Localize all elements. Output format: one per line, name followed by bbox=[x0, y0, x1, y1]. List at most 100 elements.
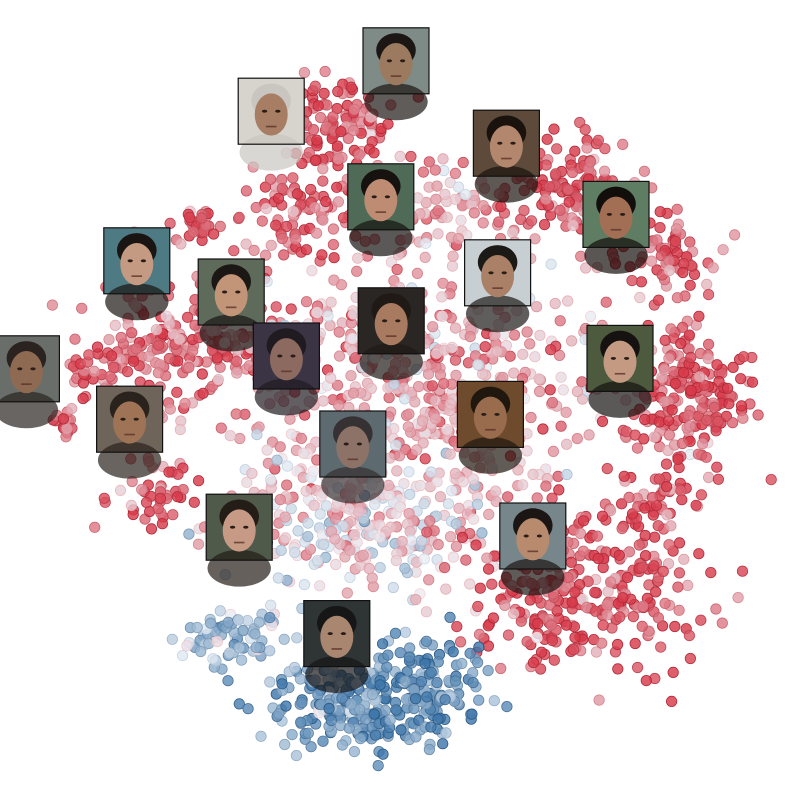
scatter-point bbox=[538, 219, 551, 231]
face-thumbnail-face-13[interactable] bbox=[456, 380, 524, 474]
scatter-point bbox=[444, 531, 457, 543]
face-thumbnail-face-18[interactable] bbox=[303, 599, 371, 694]
scatter-point bbox=[410, 593, 422, 606]
mouth-shape bbox=[331, 648, 343, 650]
scatter-point bbox=[399, 626, 411, 638]
scatter-point bbox=[440, 727, 452, 739]
scatter-point bbox=[276, 232, 288, 245]
scatter-point bbox=[183, 361, 195, 374]
scatter-point bbox=[163, 352, 175, 365]
scatter-point bbox=[430, 193, 442, 205]
scatter-point bbox=[152, 503, 164, 515]
face-thumbnail-face-17[interactable] bbox=[499, 502, 567, 596]
scatter-point bbox=[584, 310, 597, 322]
scatter-point bbox=[295, 716, 307, 728]
scatter-point bbox=[504, 350, 516, 362]
face-thumbnail-face-7[interactable] bbox=[464, 239, 532, 333]
face-thumbnail-face-6[interactable] bbox=[103, 227, 171, 321]
scatter-point bbox=[330, 558, 342, 571]
scatter-point bbox=[412, 380, 425, 393]
scatter-point bbox=[437, 277, 449, 289]
scatter-point bbox=[464, 578, 476, 590]
scatter-point bbox=[637, 600, 649, 612]
face-thumbnail-face-2[interactable] bbox=[237, 77, 305, 171]
scatter-point bbox=[314, 112, 327, 124]
face-thumbnail-face-5[interactable] bbox=[582, 180, 650, 274]
thumbnail-frame bbox=[472, 109, 540, 177]
scatter-point bbox=[735, 373, 747, 385]
scatter-point bbox=[602, 585, 614, 598]
scatter-point bbox=[387, 581, 399, 594]
scatter-point bbox=[307, 465, 319, 477]
scatter-point bbox=[540, 193, 552, 205]
face-thumbnail-face-15[interactable] bbox=[319, 410, 387, 504]
scatter-point bbox=[98, 492, 110, 504]
scatter-point bbox=[289, 546, 301, 559]
shoulders-shape bbox=[584, 236, 648, 274]
scatter-point bbox=[311, 306, 323, 319]
scatter-point bbox=[270, 301, 282, 313]
scatter-point bbox=[449, 675, 462, 687]
scatter-point bbox=[571, 432, 583, 445]
scatter-point bbox=[424, 515, 436, 527]
scatter-point bbox=[555, 420, 567, 432]
scatter-point bbox=[425, 466, 437, 478]
face-thumbnail-face-3[interactable] bbox=[472, 109, 540, 203]
scatter-point bbox=[237, 624, 249, 637]
scatter-point bbox=[442, 498, 454, 510]
scatter-point bbox=[685, 351, 697, 363]
face-thumbnail-face-11[interactable] bbox=[586, 324, 654, 418]
face-thumbnail-face-16[interactable] bbox=[205, 493, 273, 587]
face-thumbnail-face-14[interactable] bbox=[95, 385, 164, 479]
scatter-point bbox=[276, 182, 288, 195]
scatter-point bbox=[345, 370, 357, 382]
scatter-point bbox=[618, 470, 630, 482]
scatter-point bbox=[481, 552, 493, 564]
scatter-point bbox=[376, 638, 389, 650]
face-shape bbox=[473, 396, 507, 439]
scatter-point bbox=[418, 553, 430, 565]
scatter-point bbox=[555, 371, 567, 383]
face-thumbnail-face-12[interactable] bbox=[0, 335, 61, 429]
scatter-point bbox=[303, 147, 315, 159]
face-thumbnail-face-9[interactable] bbox=[357, 287, 425, 381]
scatter-point bbox=[274, 441, 286, 453]
scatter-point bbox=[415, 535, 428, 547]
face-shape bbox=[379, 42, 413, 86]
scatter-point bbox=[682, 579, 694, 592]
eye-shape bbox=[395, 319, 401, 323]
scatter-point bbox=[521, 326, 533, 338]
scatter-point bbox=[666, 404, 678, 416]
scatter-point bbox=[310, 227, 323, 239]
scatter-point bbox=[249, 628, 261, 640]
scatter-point bbox=[274, 493, 286, 506]
scatter-point bbox=[432, 205, 444, 217]
scatter-point bbox=[521, 445, 533, 457]
eye-shape bbox=[290, 354, 296, 358]
scatter-point bbox=[195, 645, 207, 658]
scatter-point bbox=[563, 196, 575, 208]
scatter-point bbox=[540, 159, 552, 171]
scatter-point bbox=[470, 539, 482, 551]
face-thumbnail-face-1[interactable] bbox=[362, 27, 430, 121]
eye-shape bbox=[261, 109, 268, 113]
scatter-point bbox=[488, 695, 500, 707]
scatter-point bbox=[554, 204, 566, 216]
scatter-point bbox=[682, 409, 695, 421]
face-thumbnail-face-8[interactable] bbox=[197, 258, 265, 352]
scatter-point bbox=[179, 397, 191, 409]
scatter-point bbox=[382, 649, 394, 661]
scatter-point bbox=[404, 488, 416, 500]
face-thumbnail-face-10[interactable] bbox=[252, 322, 320, 416]
scatter-point bbox=[546, 634, 559, 647]
scatter-point bbox=[653, 416, 666, 428]
scatter-point bbox=[328, 274, 340, 286]
scatter-point bbox=[171, 386, 183, 398]
scatter-point bbox=[683, 329, 696, 341]
scatter-point bbox=[309, 80, 321, 92]
mouth-shape bbox=[390, 75, 402, 77]
scatter-point bbox=[187, 345, 199, 357]
scatter-point bbox=[669, 620, 681, 633]
scatter-point bbox=[260, 203, 272, 215]
face-thumbnail-face-4[interactable] bbox=[347, 163, 415, 257]
